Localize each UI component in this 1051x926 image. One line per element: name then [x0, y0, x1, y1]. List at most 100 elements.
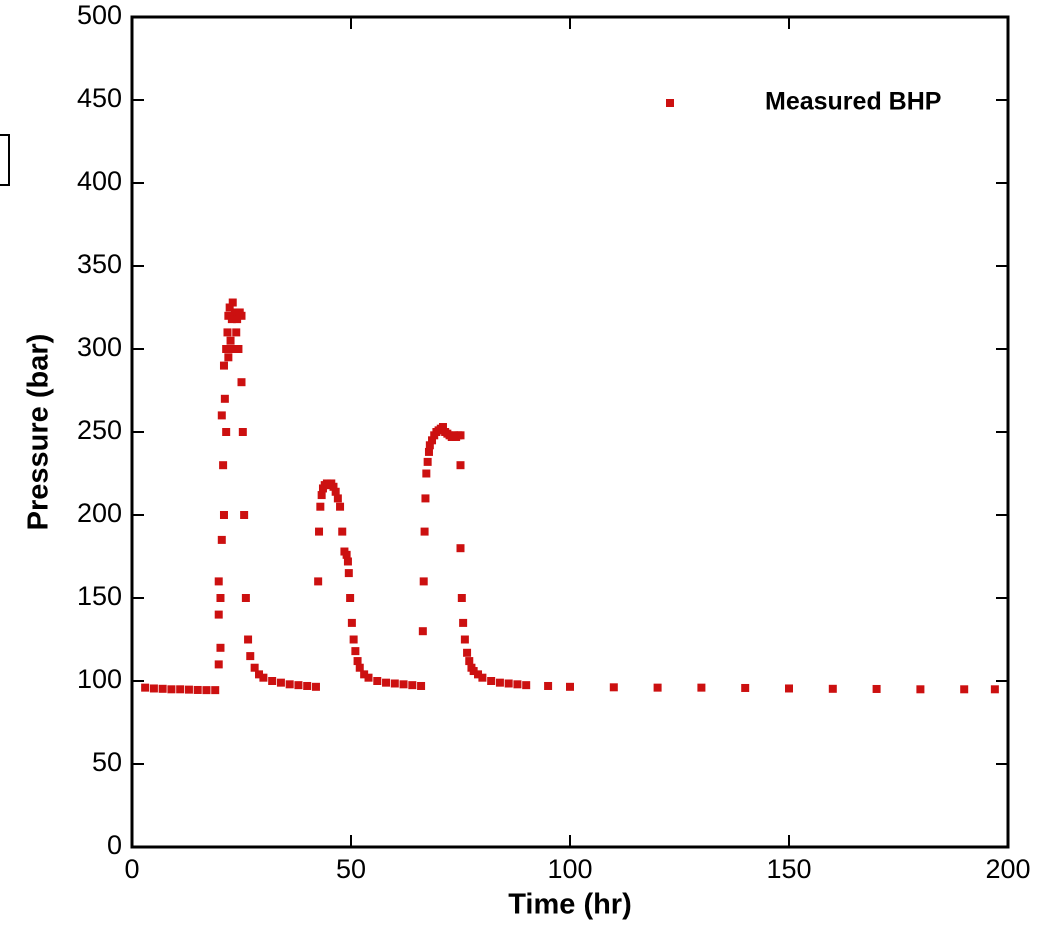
data-point — [225, 303, 234, 312]
data-point — [331, 487, 340, 496]
data-point — [228, 298, 237, 307]
legend-text: Measured BHP — [765, 88, 941, 116]
data-point — [487, 677, 496, 685]
data-point — [408, 681, 417, 690]
data-point — [227, 315, 236, 324]
data-point — [219, 361, 228, 370]
data-point — [346, 594, 355, 602]
data-point — [184, 685, 193, 694]
data-point — [360, 670, 369, 679]
legend-marker — [666, 99, 674, 107]
data-point — [428, 436, 437, 445]
data-point — [495, 678, 504, 687]
data-point — [347, 618, 356, 627]
data-point — [916, 685, 925, 694]
data-point — [960, 685, 969, 694]
data-point — [202, 686, 211, 695]
data-point — [420, 527, 429, 536]
data-point — [344, 569, 353, 578]
data-point — [211, 686, 220, 695]
data-point — [294, 681, 303, 690]
data-point — [338, 527, 347, 536]
data-point — [390, 679, 399, 688]
data-point — [566, 682, 574, 691]
data-point — [828, 684, 837, 693]
data-point — [419, 577, 428, 586]
y-axis-label: Pressure (bar) — [23, 334, 55, 531]
data-point — [167, 685, 176, 694]
y-tick-label: 50 — [92, 747, 122, 777]
data-point — [478, 673, 487, 682]
data-point — [214, 660, 223, 669]
data-point — [224, 353, 233, 362]
data-point — [459, 618, 468, 627]
data-point — [311, 682, 320, 691]
data-point — [522, 681, 531, 690]
data-point — [460, 635, 469, 644]
plot-frame — [130, 15, 1010, 849]
data-point — [255, 670, 264, 679]
data-point — [158, 684, 167, 693]
data-point — [317, 491, 326, 500]
data-point — [609, 683, 618, 692]
y-tick-label: 300 — [77, 332, 122, 362]
data-point — [425, 441, 434, 450]
data-point — [382, 678, 391, 687]
data-point — [315, 527, 324, 536]
data-point — [990, 685, 999, 694]
data-point — [314, 577, 323, 586]
partial-frame — [0, 134, 10, 186]
x-tick-label: 200 — [985, 854, 1030, 884]
plot-area — [141, 298, 999, 695]
data-point — [193, 685, 202, 694]
data-point — [417, 681, 426, 690]
data-point — [351, 647, 360, 656]
data-point — [250, 663, 259, 672]
data-point — [342, 550, 351, 559]
data-point — [149, 684, 158, 693]
data-point — [244, 635, 253, 644]
data-point — [232, 328, 241, 337]
data-point — [222, 345, 231, 353]
data-point — [141, 683, 150, 692]
y-tick-label: 400 — [77, 166, 122, 196]
y-tick-label: 100 — [77, 664, 122, 694]
data-point — [423, 457, 432, 466]
data-point — [229, 345, 238, 353]
data-point — [424, 447, 433, 456]
data-point — [237, 311, 246, 320]
data-point — [418, 627, 427, 636]
data-point — [421, 494, 430, 503]
data-point — [241, 594, 250, 602]
data-point — [653, 683, 662, 692]
data-point — [268, 677, 277, 685]
data-point — [237, 378, 246, 387]
data-point — [349, 635, 358, 644]
y-tick-label: 350 — [77, 249, 122, 279]
x-tick-label: 100 — [547, 854, 592, 884]
data-point — [343, 557, 352, 566]
data-point — [219, 461, 228, 470]
data-point — [216, 594, 225, 602]
data-point — [259, 673, 268, 682]
y-tick-label: 250 — [77, 415, 122, 445]
x-tick-label: 150 — [766, 854, 811, 884]
data-point — [220, 394, 229, 403]
data-point — [329, 482, 338, 491]
data-point — [364, 673, 373, 682]
data-point — [355, 663, 364, 672]
data-point — [238, 428, 247, 436]
data-point — [214, 577, 223, 586]
data-point — [226, 336, 235, 345]
data-point — [214, 610, 223, 619]
data-point — [785, 684, 793, 693]
data-point — [219, 511, 228, 519]
data-point — [276, 678, 285, 687]
y-tick-label: 500 — [77, 0, 122, 30]
data-point — [234, 345, 243, 353]
data-point — [333, 494, 342, 503]
data-point — [246, 652, 255, 661]
data-point — [176, 685, 185, 694]
data-point — [463, 648, 472, 657]
